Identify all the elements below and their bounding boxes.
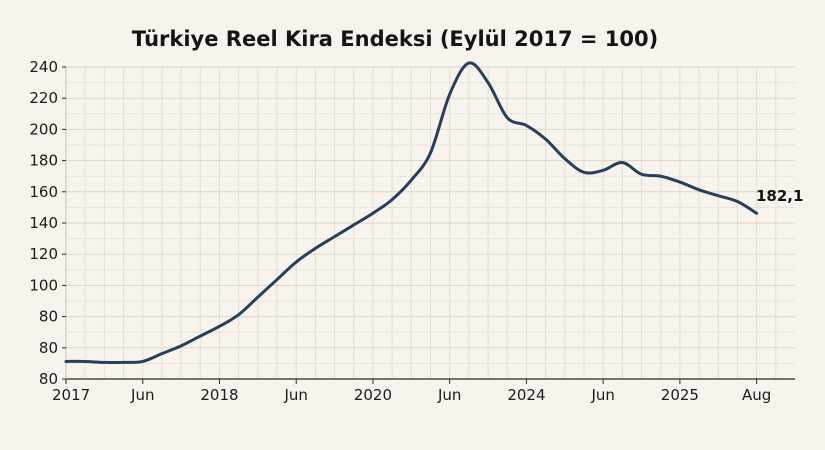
data-point [275, 278, 279, 281]
y-tick-label: 200 [29, 120, 58, 138]
data-point [717, 194, 720, 197]
data-point [697, 188, 701, 192]
x-tick-label: Jun [283, 386, 307, 404]
x-tick-label: Aug [742, 386, 771, 404]
series-layer [64, 61, 759, 365]
x-tick-label: 2024 [507, 386, 545, 404]
x-tick-label: Jun [437, 386, 461, 404]
x-tick-label: 2018 [200, 386, 238, 404]
x-tick-label: Jun [590, 386, 614, 404]
x-tick-label: 2025 [661, 386, 699, 404]
data-point [755, 212, 758, 215]
data-point [601, 169, 605, 172]
y-tick-label: 240 [29, 58, 58, 76]
y-tick-label: 80 [39, 370, 58, 388]
y-tick-label: 80 [39, 339, 58, 357]
data-point [314, 247, 317, 250]
data-point [122, 361, 125, 364]
y-tick-label: 160 [29, 183, 58, 201]
y-tick-label: 100 [29, 276, 58, 294]
y-tick-label: 80 [39, 308, 58, 326]
y-tick-label: 120 [29, 245, 58, 263]
data-point [736, 200, 739, 203]
y-tick-label: 180 [29, 152, 58, 170]
data-point [390, 198, 394, 201]
data-point [333, 235, 336, 238]
data-point [103, 361, 106, 364]
data-point [582, 171, 586, 174]
data-point [640, 173, 643, 176]
x-tick-label: 2020 [354, 386, 392, 404]
y-tick-label: 140 [29, 214, 58, 232]
data-point [621, 161, 624, 164]
x-tick-label: 2017 [52, 386, 90, 404]
chart-title: Türkiye Reel Kira Endeksi (Eylül 2017 = … [132, 27, 658, 51]
data-point [410, 178, 413, 182]
data-point [256, 295, 260, 299]
data-point [237, 313, 240, 316]
data-point [199, 334, 202, 338]
data-point [678, 180, 682, 184]
data-point [506, 116, 509, 119]
tick-labels: 80 80 80 100 120 140 160 180 200 220 240 2017 Jun 201… [29, 58, 771, 404]
data-point [467, 61, 471, 65]
data-point [486, 81, 490, 84]
data-point [371, 212, 375, 215]
data-point [141, 360, 144, 363]
data-point [352, 223, 355, 227]
data-point [179, 344, 183, 348]
data-point [218, 325, 221, 328]
data-point [563, 157, 566, 160]
x-tick-label: Jun [130, 386, 154, 404]
data-point [544, 137, 547, 141]
axes [62, 66, 795, 384]
grid [65, 66, 795, 380]
data-point [64, 360, 68, 363]
data-point [160, 352, 164, 355]
data-point [429, 151, 432, 154]
last-value-label: 182,1 [756, 187, 803, 205]
y-tick-label: 220 [29, 89, 58, 107]
data-point [295, 260, 298, 264]
data-point [525, 124, 528, 127]
data-point [83, 360, 87, 363]
data-point [659, 175, 662, 178]
data-point [448, 93, 451, 96]
